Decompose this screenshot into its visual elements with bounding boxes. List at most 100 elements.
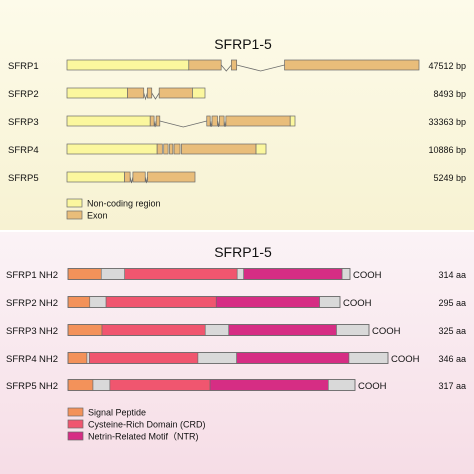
domain-gap	[197, 352, 237, 364]
gene-row-sfrp2: SFRP2 8493 bp	[8, 87, 466, 101]
protein-row-sfrp4: SFRP4 NH2 COOH 346 aa	[6, 352, 466, 365]
gene-name-label: SFRP2	[8, 89, 39, 100]
exon-block	[132, 171, 146, 183]
exon-block	[149, 115, 155, 127]
gene-name-label: SFRP5	[8, 173, 39, 184]
legend-swatch-ntr	[67, 431, 84, 441]
domain-gap	[89, 296, 107, 308]
noncoding-block	[255, 143, 267, 155]
c-terminus-label: COOH	[358, 381, 387, 392]
exon-block	[181, 143, 257, 155]
c-terminus-label: COOH	[353, 270, 382, 281]
domain-ntr	[215, 296, 320, 308]
gene-size-label: 47512 bp	[428, 61, 466, 71]
exon-block	[284, 59, 420, 71]
exon-block	[127, 87, 145, 99]
protein-outline	[67, 379, 356, 391]
noncoding-block	[289, 115, 296, 127]
c-terminus-label: COOH	[343, 298, 372, 309]
domain-ntr	[209, 379, 329, 391]
intron-line	[151, 92, 160, 100]
intron-line	[144, 176, 148, 184]
n-terminus-label: NH2	[39, 354, 58, 365]
legend-label-exon: Exon	[87, 211, 108, 221]
n-terminus-label: NH2	[39, 270, 58, 281]
gene-row-sfrp1: SFRP1 47512 bp	[8, 59, 466, 72]
domain-crd	[124, 268, 238, 280]
protein-length-label: 317 aa	[438, 381, 466, 391]
noncoding-block	[66, 87, 128, 99]
gene-name-label: SFRP3	[8, 117, 39, 128]
domain-crd	[101, 324, 206, 336]
intron-line	[159, 120, 207, 128]
exon-block	[146, 87, 153, 99]
intron-line	[236, 64, 285, 72]
domain-signal-peptide	[67, 296, 91, 308]
exon-block	[169, 143, 174, 155]
legend-swatch-crd	[67, 419, 84, 429]
noncoding-block	[192, 87, 206, 99]
legend-swatch-exon	[66, 210, 83, 220]
legend-swatch-noncoding	[66, 198, 83, 208]
gene-row-sfrp3: SFRP3 33363 bp	[8, 115, 466, 128]
domain-gap	[204, 324, 230, 336]
gene-size-label: 5249 bp	[433, 173, 466, 183]
exon-block	[211, 115, 218, 127]
intron-line	[129, 176, 134, 184]
domain-signal-peptide	[67, 324, 103, 336]
domain-crd	[109, 379, 211, 391]
domain-gap	[328, 379, 356, 391]
protein-row-sfrp1: SFRP1 NH2 COOH 314 aa	[6, 268, 466, 281]
exon-block	[158, 87, 193, 99]
noncoding-block	[66, 143, 158, 155]
protein-panel-title: SFRP1-5	[214, 244, 272, 260]
domain-crd	[89, 352, 199, 364]
exon-block	[188, 59, 222, 71]
n-terminus-label: NH2	[39, 298, 58, 309]
domain-gap	[86, 352, 90, 364]
exon-block	[156, 143, 163, 155]
protein-outline	[67, 352, 389, 364]
domain-gap	[341, 268, 351, 280]
intron-line	[143, 92, 148, 101]
exon-block	[147, 171, 196, 183]
domain-ntr	[243, 268, 343, 280]
gene-name-label: SFRP4	[8, 145, 39, 156]
protein-length-label: 295 aa	[438, 298, 466, 308]
domain-ntr	[236, 352, 350, 364]
domain-gap	[236, 268, 244, 280]
gene-row-sfrp5: SFRP5 5249 bp	[8, 171, 466, 184]
protein-name-label: SFRP2	[6, 298, 37, 309]
protein-row-sfrp2: SFRP2 NH2 COOH 295 aa	[6, 296, 466, 309]
protein-length-label: 346 aa	[438, 354, 466, 364]
protein-outline	[67, 268, 351, 280]
protein-row-sfrp3: SFRP3 NH2 COOH 325 aa	[6, 324, 466, 337]
c-terminus-label: COOH	[372, 326, 401, 337]
legend-label-noncoding: Non-coding region	[87, 199, 161, 209]
gene-size-label: 33363 bp	[428, 117, 466, 127]
noncoding-block	[66, 115, 151, 127]
gene-name-label: SFRP1	[8, 61, 39, 72]
domain-signal-peptide	[67, 379, 94, 391]
domain-gap	[92, 379, 111, 391]
domain-gap	[100, 268, 125, 280]
domain-ntr	[228, 324, 337, 336]
protein-name-label: SFRP5	[6, 381, 37, 392]
exon-block	[225, 115, 291, 127]
protein-outline	[67, 324, 370, 336]
noncoding-block	[66, 171, 125, 183]
gene-row-sfrp4: SFRP4 10886 bp	[8, 143, 466, 156]
protein-name-label: SFRP1	[6, 270, 37, 281]
intron-line	[220, 64, 232, 72]
protein-name-label: SFRP3	[6, 326, 37, 337]
protein-row-sfrp5: SFRP5 NH2 COOH 317 aa	[6, 379, 466, 392]
n-terminus-label: NH2	[39, 326, 58, 337]
exon-block	[155, 115, 161, 127]
protein-name-label: SFRP4	[6, 354, 37, 365]
domain-signal-peptide	[67, 352, 88, 364]
domain-signal-peptide	[67, 268, 102, 280]
gene-panel-title: SFRP1-5	[214, 36, 272, 52]
